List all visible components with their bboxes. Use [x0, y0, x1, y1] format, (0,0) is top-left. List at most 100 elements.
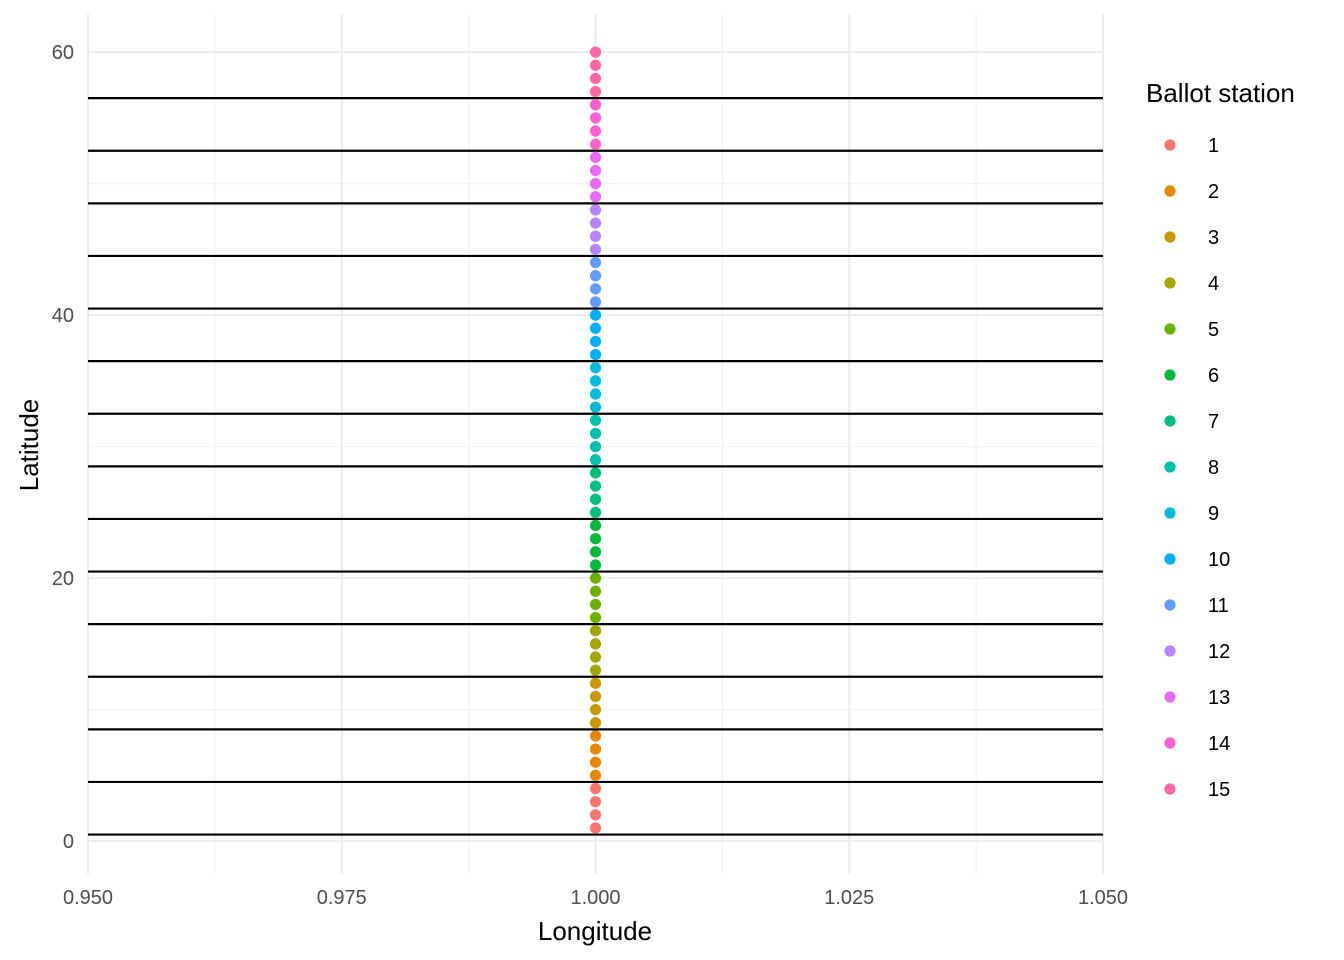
- data-point-station-14: [589, 125, 602, 137]
- legend-key-12: [1164, 645, 1176, 657]
- data-point-station-2: [589, 743, 602, 755]
- y-axis-title: Latitude: [14, 399, 44, 492]
- data-point-station-11: [589, 256, 602, 269]
- data-point-station-12: [589, 230, 602, 242]
- x-axis-ticks: 0.950 0.975 1.000 1.025 1.050: [63, 887, 1128, 909]
- data-point-station-11: [589, 296, 602, 308]
- legend-label-7: 7: [1208, 411, 1219, 433]
- data-point-station-5: [589, 572, 602, 584]
- x-axis-title: Longitude: [538, 916, 652, 946]
- data-point-station-9: [589, 362, 602, 374]
- legend-key-5: [1164, 323, 1176, 335]
- data-point-station-15: [589, 85, 602, 98]
- data-point-station-11: [589, 270, 602, 282]
- data-point-station-9: [589, 401, 602, 413]
- legend-title: Ballot station: [1146, 78, 1295, 108]
- data-point-station-9: [589, 388, 602, 400]
- x-tick-label: 0.975: [317, 887, 367, 909]
- data-point-station-10: [589, 335, 602, 348]
- data-point-station-1: [589, 796, 602, 808]
- y-tick-label: 60: [52, 42, 74, 64]
- horizontal-lines: [88, 97, 1103, 836]
- legend-label-10: 10: [1208, 549, 1230, 571]
- data-point-station-5: [589, 585, 602, 597]
- data-point-station-7: [589, 480, 602, 492]
- legend-key-11: [1164, 599, 1176, 611]
- legend-label-11: 11: [1208, 595, 1229, 617]
- data-point-station-3: [589, 704, 602, 716]
- data-point-station-3: [589, 717, 602, 729]
- legend-key-1: [1164, 139, 1176, 151]
- legend-key-8: [1164, 461, 1176, 473]
- data-point-station-11: [589, 283, 602, 295]
- data-point-station-12: [589, 243, 602, 255]
- legend-label-13: 13: [1208, 687, 1230, 709]
- data-point-station-10: [589, 348, 602, 361]
- data-point-station-10: [589, 309, 602, 321]
- data-point-station-2: [589, 756, 602, 768]
- data-point-station-14: [589, 112, 602, 124]
- legend-key-7: [1164, 415, 1176, 427]
- data-point-station-3: [589, 690, 602, 703]
- data-point-station-4: [589, 625, 602, 637]
- x-tick-label: 1.050: [1078, 887, 1128, 909]
- data-point-station-7: [589, 493, 602, 505]
- legend-label-6: 6: [1208, 365, 1219, 387]
- x-tick-label: 1.025: [824, 887, 874, 909]
- legend-label-2: 2: [1208, 181, 1219, 203]
- legend-label-15: 15: [1208, 779, 1230, 801]
- data-point-station-1: [589, 809, 602, 821]
- x-tick-label: 1.000: [570, 887, 620, 909]
- data-point-station-3: [589, 677, 602, 689]
- data-point-station-2: [589, 730, 602, 742]
- legend-key-9: [1164, 507, 1176, 519]
- data-point-station-15: [589, 72, 602, 85]
- legend-label-4: 4: [1208, 273, 1219, 295]
- data-point-station-9: [589, 375, 602, 387]
- y-tick-label: 40: [52, 305, 74, 327]
- data-point-station-6: [589, 546, 602, 558]
- data-point-station-13: [589, 151, 602, 163]
- data-point-station-1: [589, 782, 602, 795]
- data-points: [589, 46, 602, 834]
- data-point-station-2: [589, 769, 602, 781]
- data-point-station-8: [589, 427, 602, 440]
- data-point-station-7: [589, 506, 602, 518]
- legend-key-15: [1164, 783, 1176, 795]
- legend-key-6: [1164, 369, 1176, 381]
- legend-label-3: 3: [1208, 227, 1219, 249]
- data-point-station-8: [589, 454, 602, 466]
- legend-key-4: [1164, 277, 1176, 289]
- data-point-station-4: [589, 638, 602, 650]
- data-point-station-4: [589, 651, 602, 663]
- legend-label-14: 14: [1208, 733, 1230, 755]
- data-point-station-15: [589, 59, 602, 71]
- data-point-station-12: [589, 217, 602, 229]
- data-point-station-14: [589, 138, 602, 150]
- legend-label-5: 5: [1208, 319, 1219, 341]
- y-tick-label: 20: [52, 568, 74, 590]
- legend-key-10: [1164, 553, 1176, 565]
- y-axis-ticks: 0 20 40 60: [52, 42, 74, 853]
- data-point-station-8: [589, 441, 602, 453]
- data-point-station-15: [589, 46, 602, 58]
- data-point-station-6: [589, 519, 602, 532]
- data-point-station-13: [589, 164, 602, 177]
- legend-key-13: [1164, 691, 1176, 703]
- data-point-station-5: [589, 611, 602, 624]
- legend-label-12: 12: [1208, 641, 1230, 663]
- data-point-station-1: [589, 822, 602, 834]
- data-point-station-13: [589, 178, 602, 190]
- legend-key-2: [1164, 185, 1176, 197]
- data-point-station-10: [589, 322, 602, 334]
- data-point-station-12: [589, 204, 602, 216]
- data-point-station-13: [589, 191, 602, 203]
- data-point-station-7: [589, 467, 602, 479]
- x-tick-label: 0.950: [63, 887, 113, 909]
- data-point-station-5: [589, 598, 602, 611]
- legend-key-14: [1164, 737, 1176, 749]
- data-point-station-6: [589, 559, 602, 571]
